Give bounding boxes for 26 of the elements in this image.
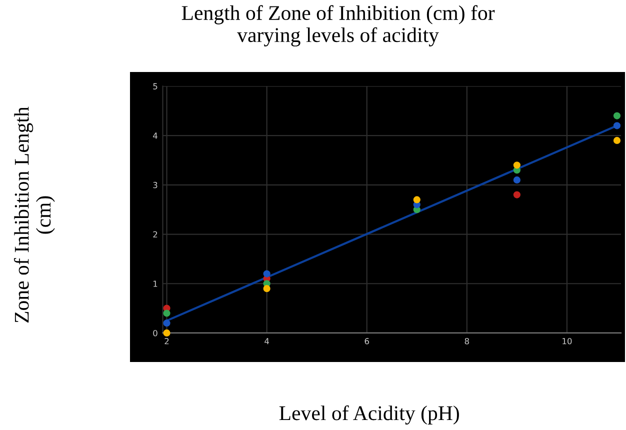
x-tick-label: 2 xyxy=(164,338,169,344)
x-tick-label: 6 xyxy=(364,338,369,344)
point xyxy=(263,270,270,278)
y-tick-label: 4 xyxy=(153,132,158,139)
y-tick-label: 0 xyxy=(153,330,158,336)
point xyxy=(163,320,170,327)
point xyxy=(163,310,170,317)
point xyxy=(513,162,520,169)
point xyxy=(613,112,621,120)
point xyxy=(413,196,420,204)
point xyxy=(513,191,520,198)
x-tick-label: 4 xyxy=(264,338,269,344)
chart-title: Length of Zone of Inhibition (cm) for varying levels of acidity xyxy=(182,5,495,46)
x-tick-label: 10 xyxy=(562,338,572,344)
point xyxy=(613,136,621,144)
point xyxy=(513,176,520,184)
point xyxy=(613,122,621,130)
y-tick-label: 2 xyxy=(153,231,158,238)
y-axis-title: Zone of Inhibition Length (cm) xyxy=(14,106,55,322)
point xyxy=(263,285,270,292)
x-tick-label: 8 xyxy=(464,338,469,344)
point xyxy=(163,329,170,337)
y-tick-label: 3 xyxy=(153,182,158,188)
y-tick-label: 5 xyxy=(153,83,158,90)
x-axis-title: Level of Acidity (pH) xyxy=(279,405,459,425)
y-tick-label: 1 xyxy=(154,280,158,287)
